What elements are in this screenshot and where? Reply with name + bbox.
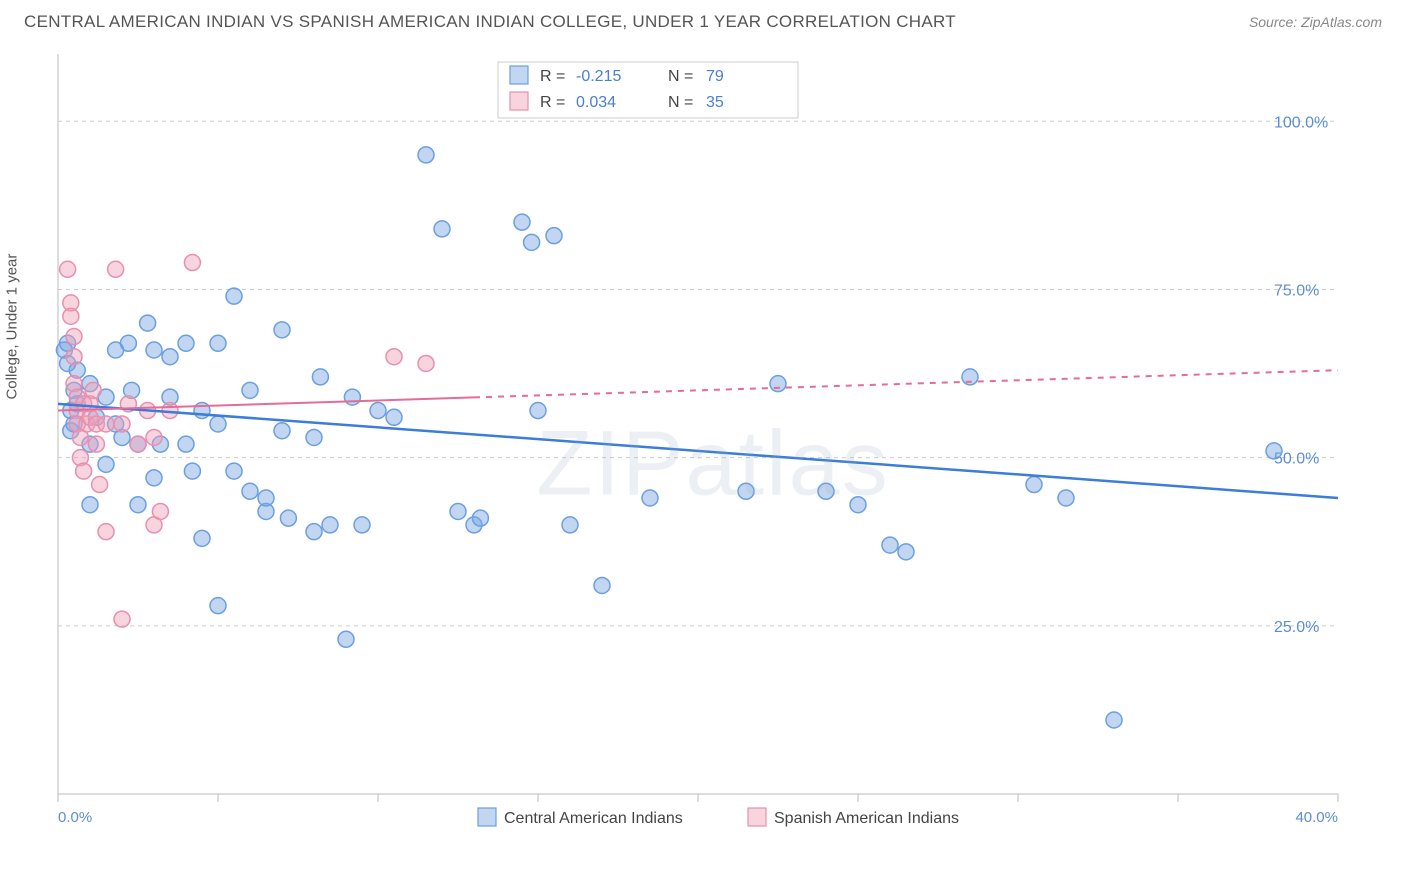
scatter-point (98, 416, 114, 432)
scatter-point (210, 335, 226, 351)
scatter-point (66, 329, 82, 345)
y-axis-label: College, Under 1 year (4, 254, 21, 400)
scatter-point (306, 524, 322, 540)
scatter-point (178, 436, 194, 452)
scatter-point (850, 497, 866, 513)
scatter-point (514, 214, 530, 230)
scatter-point (210, 598, 226, 614)
scatter-point (130, 497, 146, 513)
x-tick-label: 0.0% (58, 809, 92, 826)
scatter-point (98, 524, 114, 540)
scatter-point (338, 631, 354, 647)
legend-r-value: -0.215 (576, 68, 621, 85)
chart-header: CENTRAL AMERICAN INDIAN VS SPANISH AMERI… (0, 0, 1406, 40)
scatter-point (242, 483, 258, 499)
scatter-point (184, 463, 200, 479)
scatter-point (66, 349, 82, 365)
scatter-point (130, 436, 146, 452)
bottom-legend-swatch (748, 808, 766, 826)
legend-n-value: 79 (706, 68, 724, 85)
scatter-point (546, 228, 562, 244)
chart-container: College, Under 1 year ZIPatlas 25.0%50.0… (48, 44, 1378, 884)
scatter-point (88, 436, 104, 452)
scatter-point (1058, 490, 1074, 506)
legend-n-label: N = (668, 94, 693, 111)
scatter-point (92, 477, 108, 493)
scatter-point (152, 503, 168, 519)
bottom-legend-label: Central American Indians (504, 810, 683, 827)
scatter-point (898, 544, 914, 560)
scatter-point (108, 261, 124, 277)
scatter-point (274, 423, 290, 439)
scatter-point (82, 497, 98, 513)
y-tick-label: 75.0% (1274, 282, 1319, 299)
y-tick-label: 100.0% (1274, 114, 1328, 131)
chart-title: CENTRAL AMERICAN INDIAN VS SPANISH AMERI… (24, 12, 956, 32)
scatter-point (146, 342, 162, 358)
scatter-point (114, 611, 130, 627)
scatter-point (386, 409, 402, 425)
scatter-point (146, 429, 162, 445)
legend-n-label: N = (668, 68, 693, 85)
scatter-point (1106, 712, 1122, 728)
scatter-point (140, 315, 156, 331)
bottom-legend-label: Spanish American Indians (774, 810, 959, 827)
y-tick-label: 25.0% (1274, 619, 1319, 636)
scatter-point (226, 463, 242, 479)
legend-n-value: 35 (706, 94, 724, 111)
scatter-point (434, 221, 450, 237)
scatter-point (524, 234, 540, 250)
scatter-point (322, 517, 338, 533)
scatter-point (738, 483, 754, 499)
scatter-point (60, 261, 76, 277)
scatter-point (882, 537, 898, 553)
scatter-point (418, 147, 434, 163)
scatter-point (386, 349, 402, 365)
bottom-legend-swatch (478, 808, 496, 826)
scatter-point (280, 510, 296, 526)
scatter-point (63, 308, 79, 324)
scatter-point (312, 369, 328, 385)
scatter-point (344, 389, 360, 405)
source-attribution: Source: ZipAtlas.com (1249, 14, 1382, 30)
scatter-point (306, 429, 322, 445)
scatter-point (562, 517, 578, 533)
scatter-point (184, 255, 200, 271)
x-tick-label: 40.0% (1295, 809, 1338, 826)
scatter-point (594, 577, 610, 593)
scatter-point (770, 376, 786, 392)
legend-swatch (510, 66, 528, 84)
scatter-point (76, 463, 92, 479)
scatter-point (85, 382, 101, 398)
scatter-point (642, 490, 658, 506)
scatter-point (274, 322, 290, 338)
legend-r-label: R = (540, 94, 565, 111)
scatter-point (1026, 477, 1042, 493)
scatter-point (178, 335, 194, 351)
correlation-scatter-chart: 25.0%50.0%75.0%100.0%0.0%40.0%R =-0.215N… (48, 44, 1378, 884)
scatter-point (162, 349, 178, 365)
legend-r-label: R = (540, 68, 565, 85)
legend-swatch (510, 92, 528, 110)
scatter-point (450, 503, 466, 519)
scatter-point (226, 288, 242, 304)
scatter-point (354, 517, 370, 533)
scatter-point (242, 382, 258, 398)
scatter-point (146, 470, 162, 486)
legend-r-value: 0.034 (576, 94, 616, 111)
scatter-point (818, 483, 834, 499)
scatter-point (120, 335, 136, 351)
scatter-point (370, 403, 386, 419)
scatter-point (210, 416, 226, 432)
scatter-point (194, 530, 210, 546)
scatter-point (530, 403, 546, 419)
scatter-point (418, 355, 434, 371)
scatter-point (258, 490, 274, 506)
scatter-point (1266, 443, 1282, 459)
trend-line-dashed (474, 370, 1338, 397)
scatter-point (98, 456, 114, 472)
scatter-point (472, 510, 488, 526)
scatter-point (114, 416, 130, 432)
